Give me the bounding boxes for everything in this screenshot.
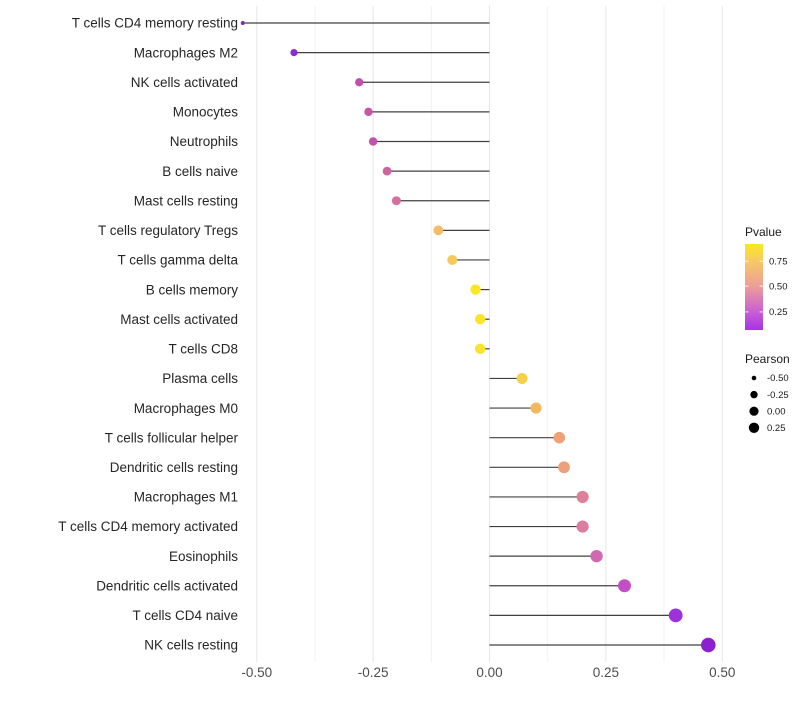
lollipop-dot	[590, 549, 603, 563]
pearson-size-label: 0.25	[767, 423, 786, 434]
category-label: Mast cells resting	[134, 193, 238, 208]
lollipop-dot	[391, 196, 401, 206]
pearson-size-dot	[748, 422, 760, 433]
category-label: T cells CD4 memory resting	[72, 16, 238, 31]
legend-pearson: Pearson -0.50 -0.25 0.00 0.25	[745, 352, 790, 434]
lollipop-dot	[382, 166, 392, 176]
lollipop-dot	[576, 490, 589, 504]
category-label: Eosinophils	[169, 549, 238, 564]
category-label: T cells CD4 naive	[132, 608, 238, 623]
category-label: Plasma cells	[162, 371, 238, 386]
lollipop-dot	[355, 78, 364, 87]
x-tick-label: 0.25	[593, 665, 619, 680]
lollipop-dot	[433, 225, 444, 236]
pearson-size-dot	[751, 375, 757, 381]
lollipop-dot	[530, 402, 542, 414]
category-label: B cells memory	[146, 282, 239, 297]
lollipop-dot	[368, 137, 378, 146]
x-tick-label: 0.00	[476, 665, 502, 680]
gridlines	[256, 6, 723, 662]
pearson-size-label: -0.25	[767, 390, 789, 401]
lollipop-stems	[242, 22, 709, 646]
lollipop-dot	[447, 254, 458, 265]
lollipop-dot	[617, 579, 631, 593]
category-label: T cells CD8	[168, 342, 238, 357]
category-label: Macrophages M0	[134, 401, 238, 416]
category-labels: T cells CD4 memory resting Macrophages M2…	[58, 16, 238, 653]
category-label: Macrophages M2	[134, 45, 238, 60]
pearson-size-dot	[750, 390, 758, 399]
category-label: T cells CD4 memory activated	[58, 519, 238, 534]
lollipop-dot	[474, 314, 486, 325]
colorbar-tick-label: 0.25	[769, 307, 788, 318]
legend-pvalue-title: Pvalue	[745, 225, 782, 239]
category-label: NK cells activated	[131, 75, 238, 90]
lollipop-dot	[558, 461, 570, 474]
lollipop-dot	[516, 372, 528, 384]
category-label: Neutrophils	[170, 134, 239, 149]
colorbar-tick-label: 0.75	[769, 256, 788, 267]
lollipop-dot	[700, 637, 716, 653]
lollipop-dot	[364, 107, 373, 117]
pvalue-colorbar	[745, 244, 763, 330]
category-label: T cells gamma delta	[117, 253, 238, 268]
lollipop-dot	[553, 431, 566, 444]
category-label: Mast cells activated	[120, 312, 238, 327]
lollipop-dot	[474, 343, 486, 355]
lollipop-dots	[240, 21, 716, 653]
category-label: NK cells resting	[144, 638, 238, 653]
category-label: Macrophages M1	[134, 490, 238, 505]
pearson-size-dot	[749, 406, 759, 416]
colorbar-tick-label: 0.50	[769, 281, 788, 292]
lollipop-dot	[668, 608, 683, 623]
lollipop-dot	[290, 49, 298, 57]
category-label: Dendritic cells activated	[96, 578, 238, 593]
x-tick-label: -0.25	[358, 665, 389, 680]
category-label: T cells regulatory Tregs	[98, 223, 238, 238]
pvalue-colorbar-ticks: 0.75 0.50 0.25	[745, 256, 788, 318]
category-label: T cells follicular helper	[105, 430, 239, 445]
lollipop-dot	[240, 21, 245, 25]
category-label: Monocytes	[173, 105, 239, 120]
legend-pearson-title: Pearson	[745, 352, 790, 366]
x-tick-label: 0.50	[709, 665, 735, 680]
pearson-size-label: -0.50	[767, 373, 789, 384]
legend-pvalue: Pvalue 0.75 0.50 0.25	[745, 225, 788, 330]
pearson-size-label: 0.00	[767, 406, 786, 417]
category-label: B cells naive	[162, 164, 238, 179]
pearson-size-items: -0.50 -0.25 0.00 0.25	[748, 373, 789, 434]
x-axis-tick-labels: -0.50 -0.25 0.00 0.25 0.50	[241, 665, 735, 680]
lollipop-dot	[576, 520, 589, 533]
x-tick-label: -0.50	[241, 665, 272, 680]
lollipop-dot	[470, 284, 481, 295]
category-label: Dendritic cells resting	[110, 460, 238, 475]
